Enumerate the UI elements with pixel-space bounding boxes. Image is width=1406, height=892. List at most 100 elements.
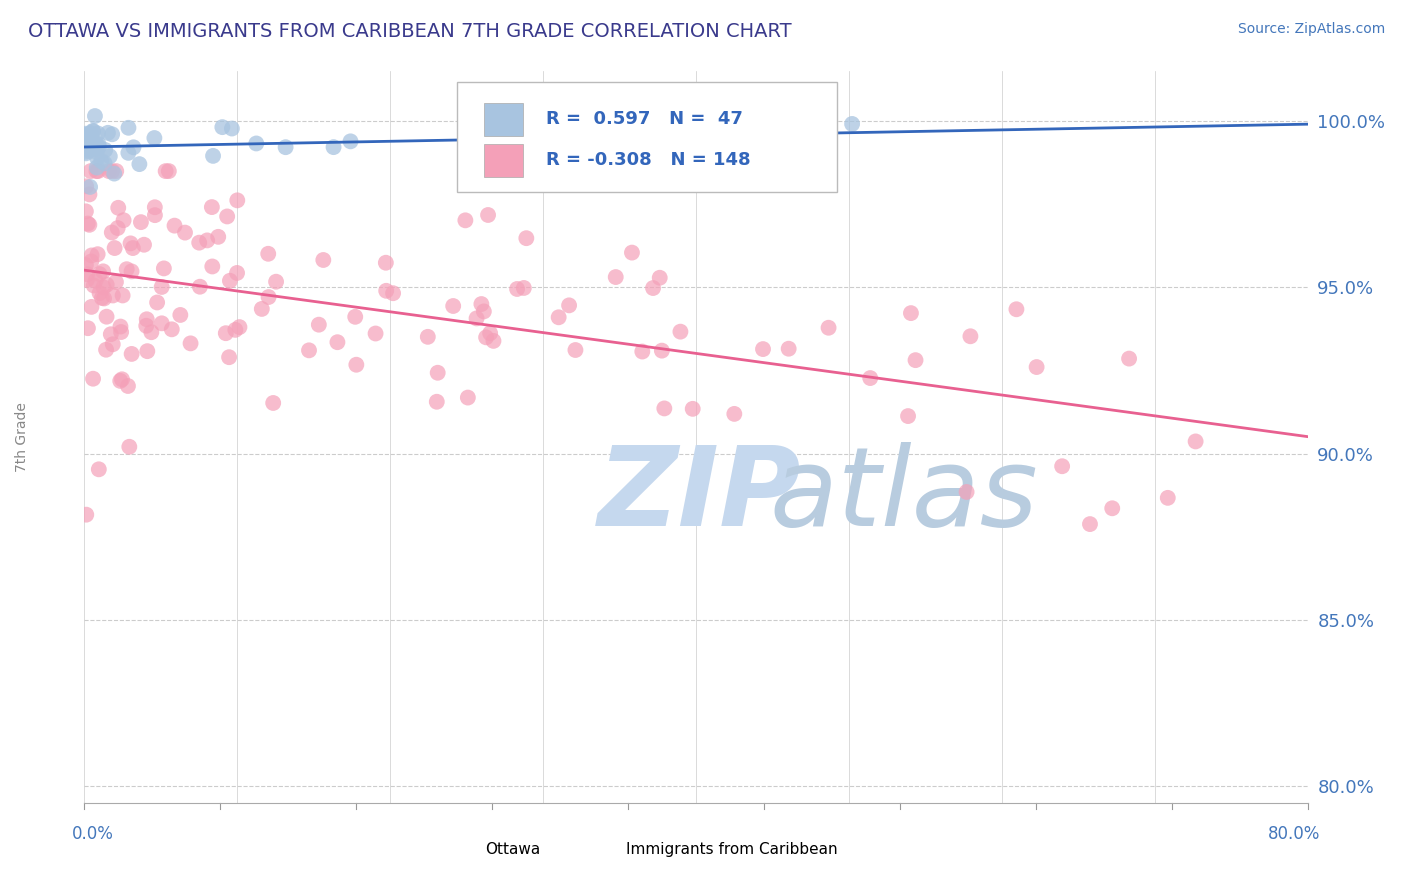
Point bbox=[1101, 501, 1123, 516]
Point bbox=[75, 204, 97, 219]
Text: OTTAWA VS IMMIGRANTS FROM CARIBBEAN 7TH GRADE CORRELATION CHART: OTTAWA VS IMMIGRANTS FROM CARIBBEAN 7TH … bbox=[28, 22, 792, 41]
Point bbox=[157, 164, 180, 178]
Point bbox=[115, 262, 138, 277]
Point bbox=[117, 145, 139, 160]
Point bbox=[308, 318, 330, 332]
Point bbox=[90, 154, 112, 169]
Point bbox=[143, 200, 166, 214]
FancyBboxPatch shape bbox=[484, 103, 523, 136]
FancyBboxPatch shape bbox=[484, 144, 523, 177]
Point bbox=[344, 358, 367, 372]
Point bbox=[83, 278, 105, 293]
Point bbox=[264, 275, 287, 289]
Point bbox=[641, 281, 664, 295]
Point bbox=[470, 297, 492, 311]
Point bbox=[93, 156, 115, 170]
Point bbox=[89, 267, 111, 281]
Point bbox=[605, 270, 627, 285]
Point bbox=[426, 394, 449, 409]
Point bbox=[475, 330, 498, 344]
Point bbox=[312, 252, 335, 267]
Point bbox=[155, 164, 177, 178]
Point bbox=[143, 208, 166, 222]
Point bbox=[75, 127, 97, 141]
Point bbox=[515, 231, 537, 245]
Point bbox=[202, 149, 225, 163]
Point bbox=[1025, 359, 1047, 374]
Point bbox=[817, 320, 839, 334]
Point bbox=[122, 140, 145, 154]
Point bbox=[143, 131, 166, 145]
Point bbox=[174, 226, 197, 240]
Point bbox=[644, 140, 666, 154]
Point bbox=[82, 124, 104, 138]
Point bbox=[77, 321, 100, 335]
Point bbox=[94, 143, 117, 157]
Point bbox=[651, 343, 673, 358]
Point bbox=[75, 508, 97, 522]
Point bbox=[1184, 434, 1206, 449]
Point bbox=[86, 140, 108, 154]
Point bbox=[564, 343, 586, 357]
Point bbox=[87, 164, 110, 178]
Point bbox=[132, 237, 155, 252]
Point bbox=[79, 164, 101, 178]
Point bbox=[1157, 491, 1180, 505]
Point bbox=[723, 407, 745, 421]
Point bbox=[76, 267, 98, 281]
Point bbox=[778, 342, 800, 356]
Point bbox=[841, 117, 863, 131]
Point bbox=[169, 308, 191, 322]
Point bbox=[101, 128, 124, 142]
Point bbox=[87, 137, 110, 152]
Point bbox=[91, 291, 114, 305]
Point bbox=[80, 254, 103, 268]
Point bbox=[479, 326, 502, 341]
Point bbox=[135, 312, 157, 326]
Text: atlas: atlas bbox=[769, 442, 1038, 549]
Point bbox=[150, 316, 173, 330]
Text: Ottawa: Ottawa bbox=[485, 842, 541, 857]
Point bbox=[146, 295, 169, 310]
Point bbox=[97, 126, 120, 140]
Point bbox=[107, 221, 129, 235]
Point bbox=[96, 310, 118, 324]
Point bbox=[84, 136, 107, 151]
Point bbox=[77, 142, 100, 156]
Text: 0.0%: 0.0% bbox=[72, 825, 114, 843]
Point bbox=[89, 286, 111, 301]
Point bbox=[1118, 351, 1140, 366]
Point bbox=[897, 409, 920, 423]
Point bbox=[75, 146, 97, 161]
Point bbox=[211, 120, 233, 135]
Point bbox=[93, 292, 115, 306]
Point bbox=[104, 275, 127, 289]
Point bbox=[110, 374, 132, 388]
Point bbox=[322, 140, 344, 154]
Point bbox=[101, 164, 124, 178]
Point bbox=[558, 298, 581, 312]
Point bbox=[150, 280, 173, 294]
Point bbox=[465, 311, 488, 326]
Point bbox=[228, 320, 250, 334]
Point bbox=[82, 124, 104, 138]
Point bbox=[136, 344, 159, 359]
Point bbox=[226, 266, 249, 280]
Point bbox=[117, 379, 139, 393]
Point bbox=[91, 264, 114, 278]
Point bbox=[153, 261, 176, 276]
Point bbox=[382, 286, 405, 301]
Point bbox=[84, 142, 107, 156]
Point bbox=[101, 337, 124, 351]
Point bbox=[682, 401, 704, 416]
Point bbox=[188, 279, 211, 293]
Point bbox=[121, 241, 143, 255]
Point bbox=[364, 326, 387, 341]
Point bbox=[201, 200, 224, 214]
Point bbox=[84, 274, 107, 288]
FancyBboxPatch shape bbox=[592, 838, 619, 862]
Point bbox=[339, 134, 361, 148]
Point bbox=[215, 326, 238, 341]
Point bbox=[97, 164, 120, 178]
Point bbox=[110, 325, 132, 339]
